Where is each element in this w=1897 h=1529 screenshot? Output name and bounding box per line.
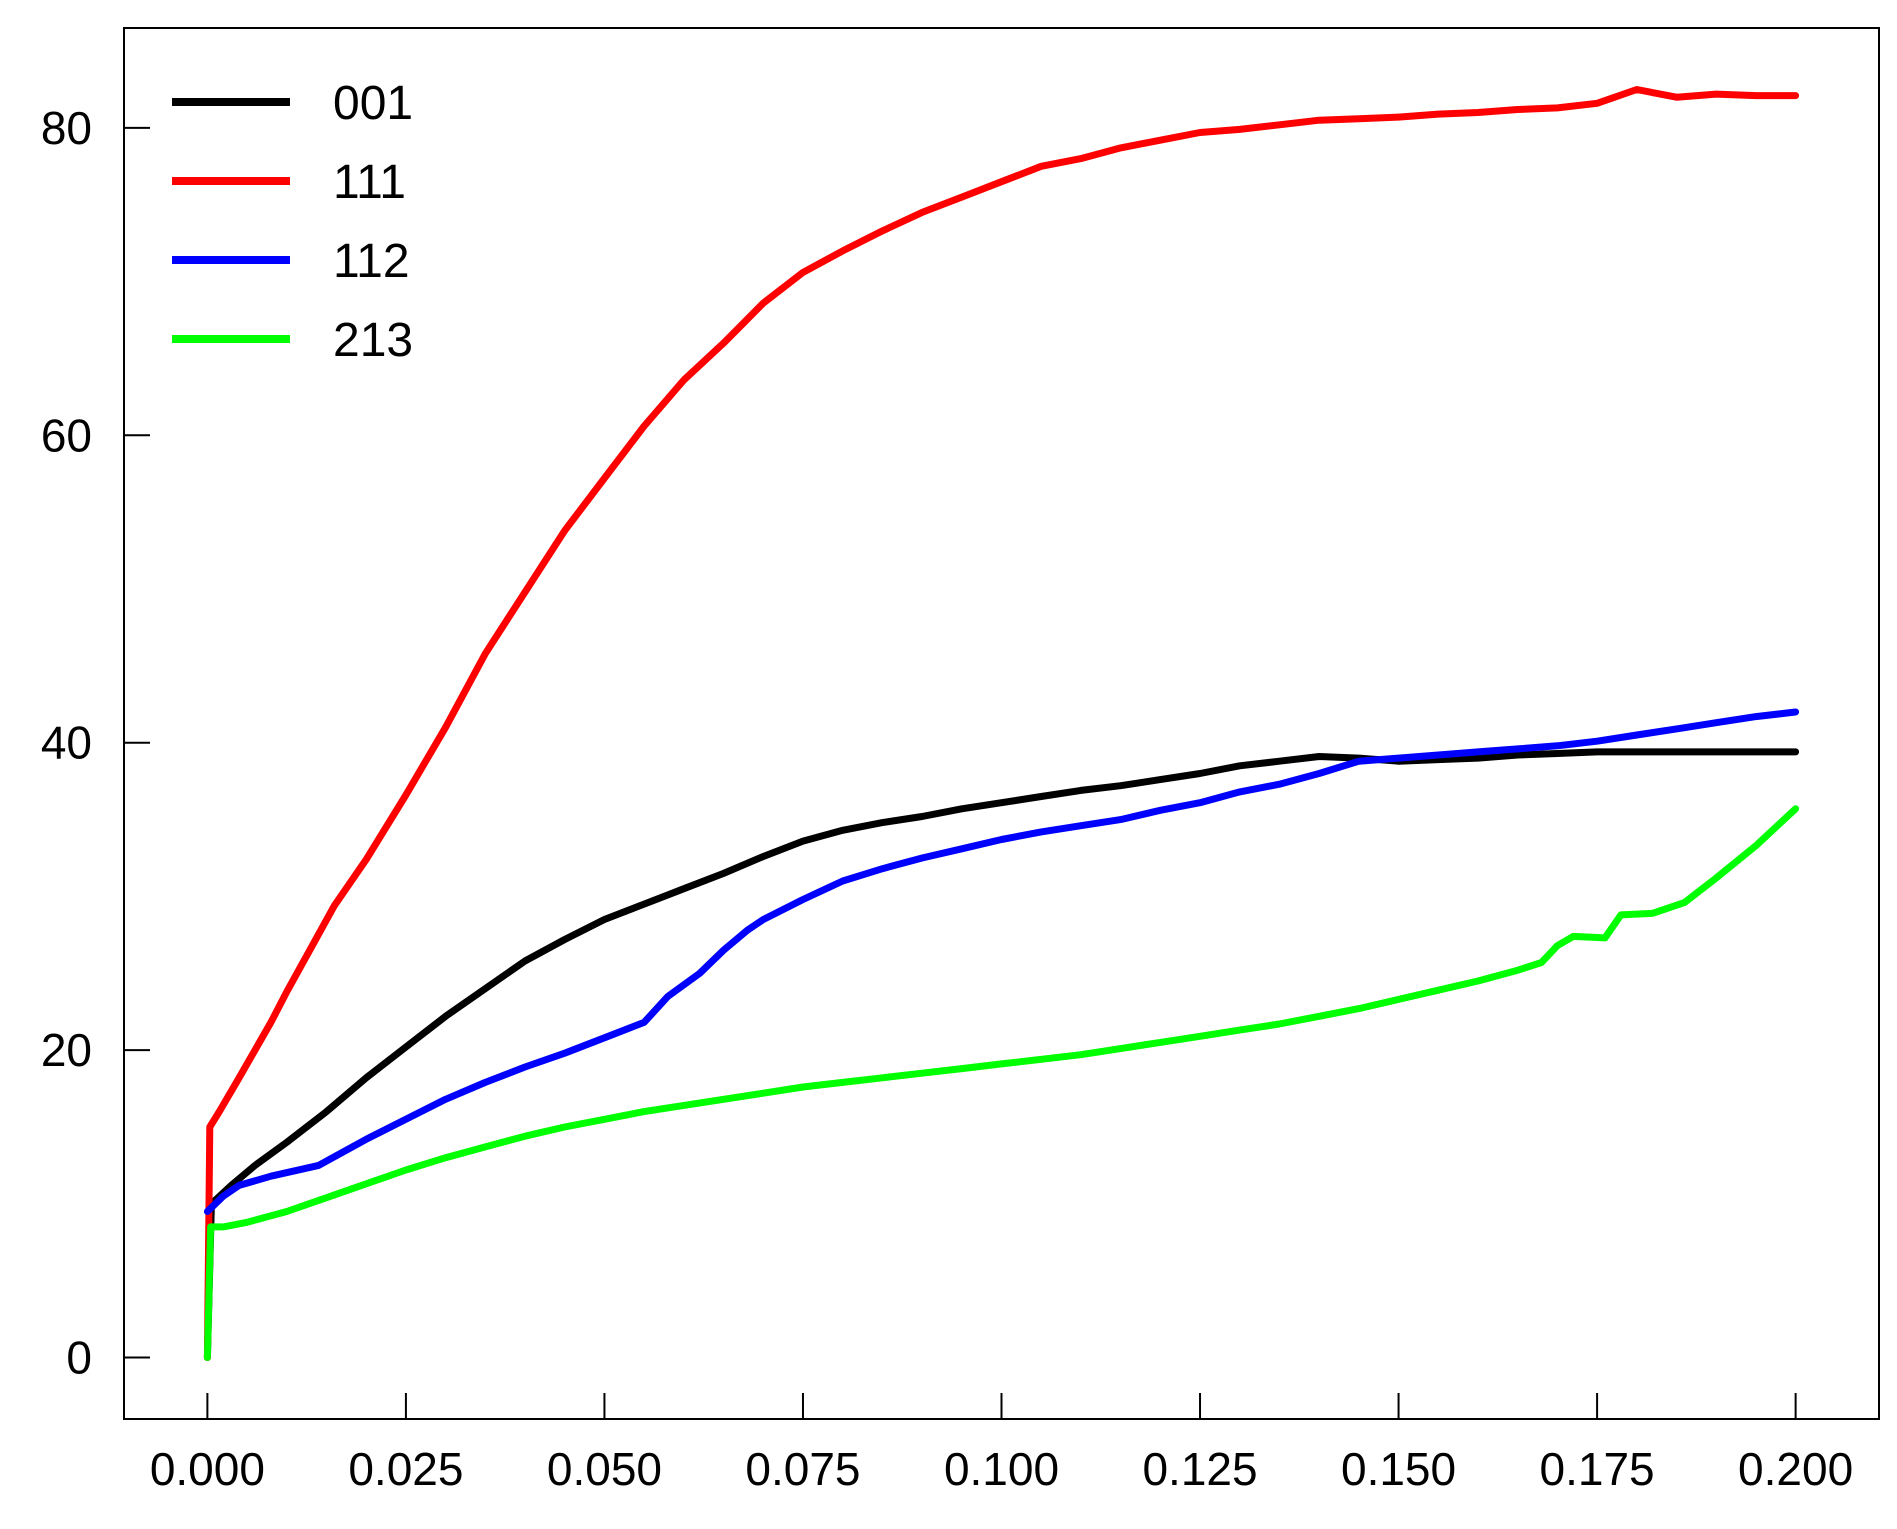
y-tick-label: 20 <box>41 1024 92 1076</box>
x-tick-label: 0.175 <box>1540 1443 1655 1495</box>
x-tick-label: 0.150 <box>1341 1443 1456 1495</box>
legend-label-112: 112 <box>333 235 410 288</box>
y-tick-label: 40 <box>41 717 92 769</box>
series-line-112 <box>203 708 1800 1215</box>
x-tick-label: 0.125 <box>1142 1443 1257 1495</box>
y-tick-label: 80 <box>41 102 92 154</box>
x-tick-label: 0.000 <box>150 1443 265 1495</box>
x-tick-label: 0.075 <box>745 1443 860 1495</box>
y-axis: 0 20 40 60 80 <box>41 102 150 1384</box>
x-tick-label: 0.025 <box>348 1443 463 1495</box>
series-line-111 <box>203 86 1800 1361</box>
x-tick-label: 0.050 <box>547 1443 662 1495</box>
legend-label-213: 213 <box>333 314 413 367</box>
legend-label-001: 001 <box>333 77 413 130</box>
x-tick-label: 0.100 <box>944 1443 1059 1495</box>
x-tick-label: 0.200 <box>1738 1443 1853 1495</box>
legend: 001 111 112 213 <box>172 77 413 367</box>
legend-label-111: 111 <box>333 156 406 209</box>
series-line-213 <box>203 805 1800 1361</box>
series-layer <box>203 86 1800 1361</box>
series-line-001 <box>203 748 1800 1361</box>
y-tick-label: 0 <box>66 1332 92 1384</box>
x-axis: 0.000 0.025 0.050 0.075 0.100 0.125 0.150 0.175… <box>150 1393 1853 1495</box>
y-tick-label: 60 <box>41 409 92 461</box>
